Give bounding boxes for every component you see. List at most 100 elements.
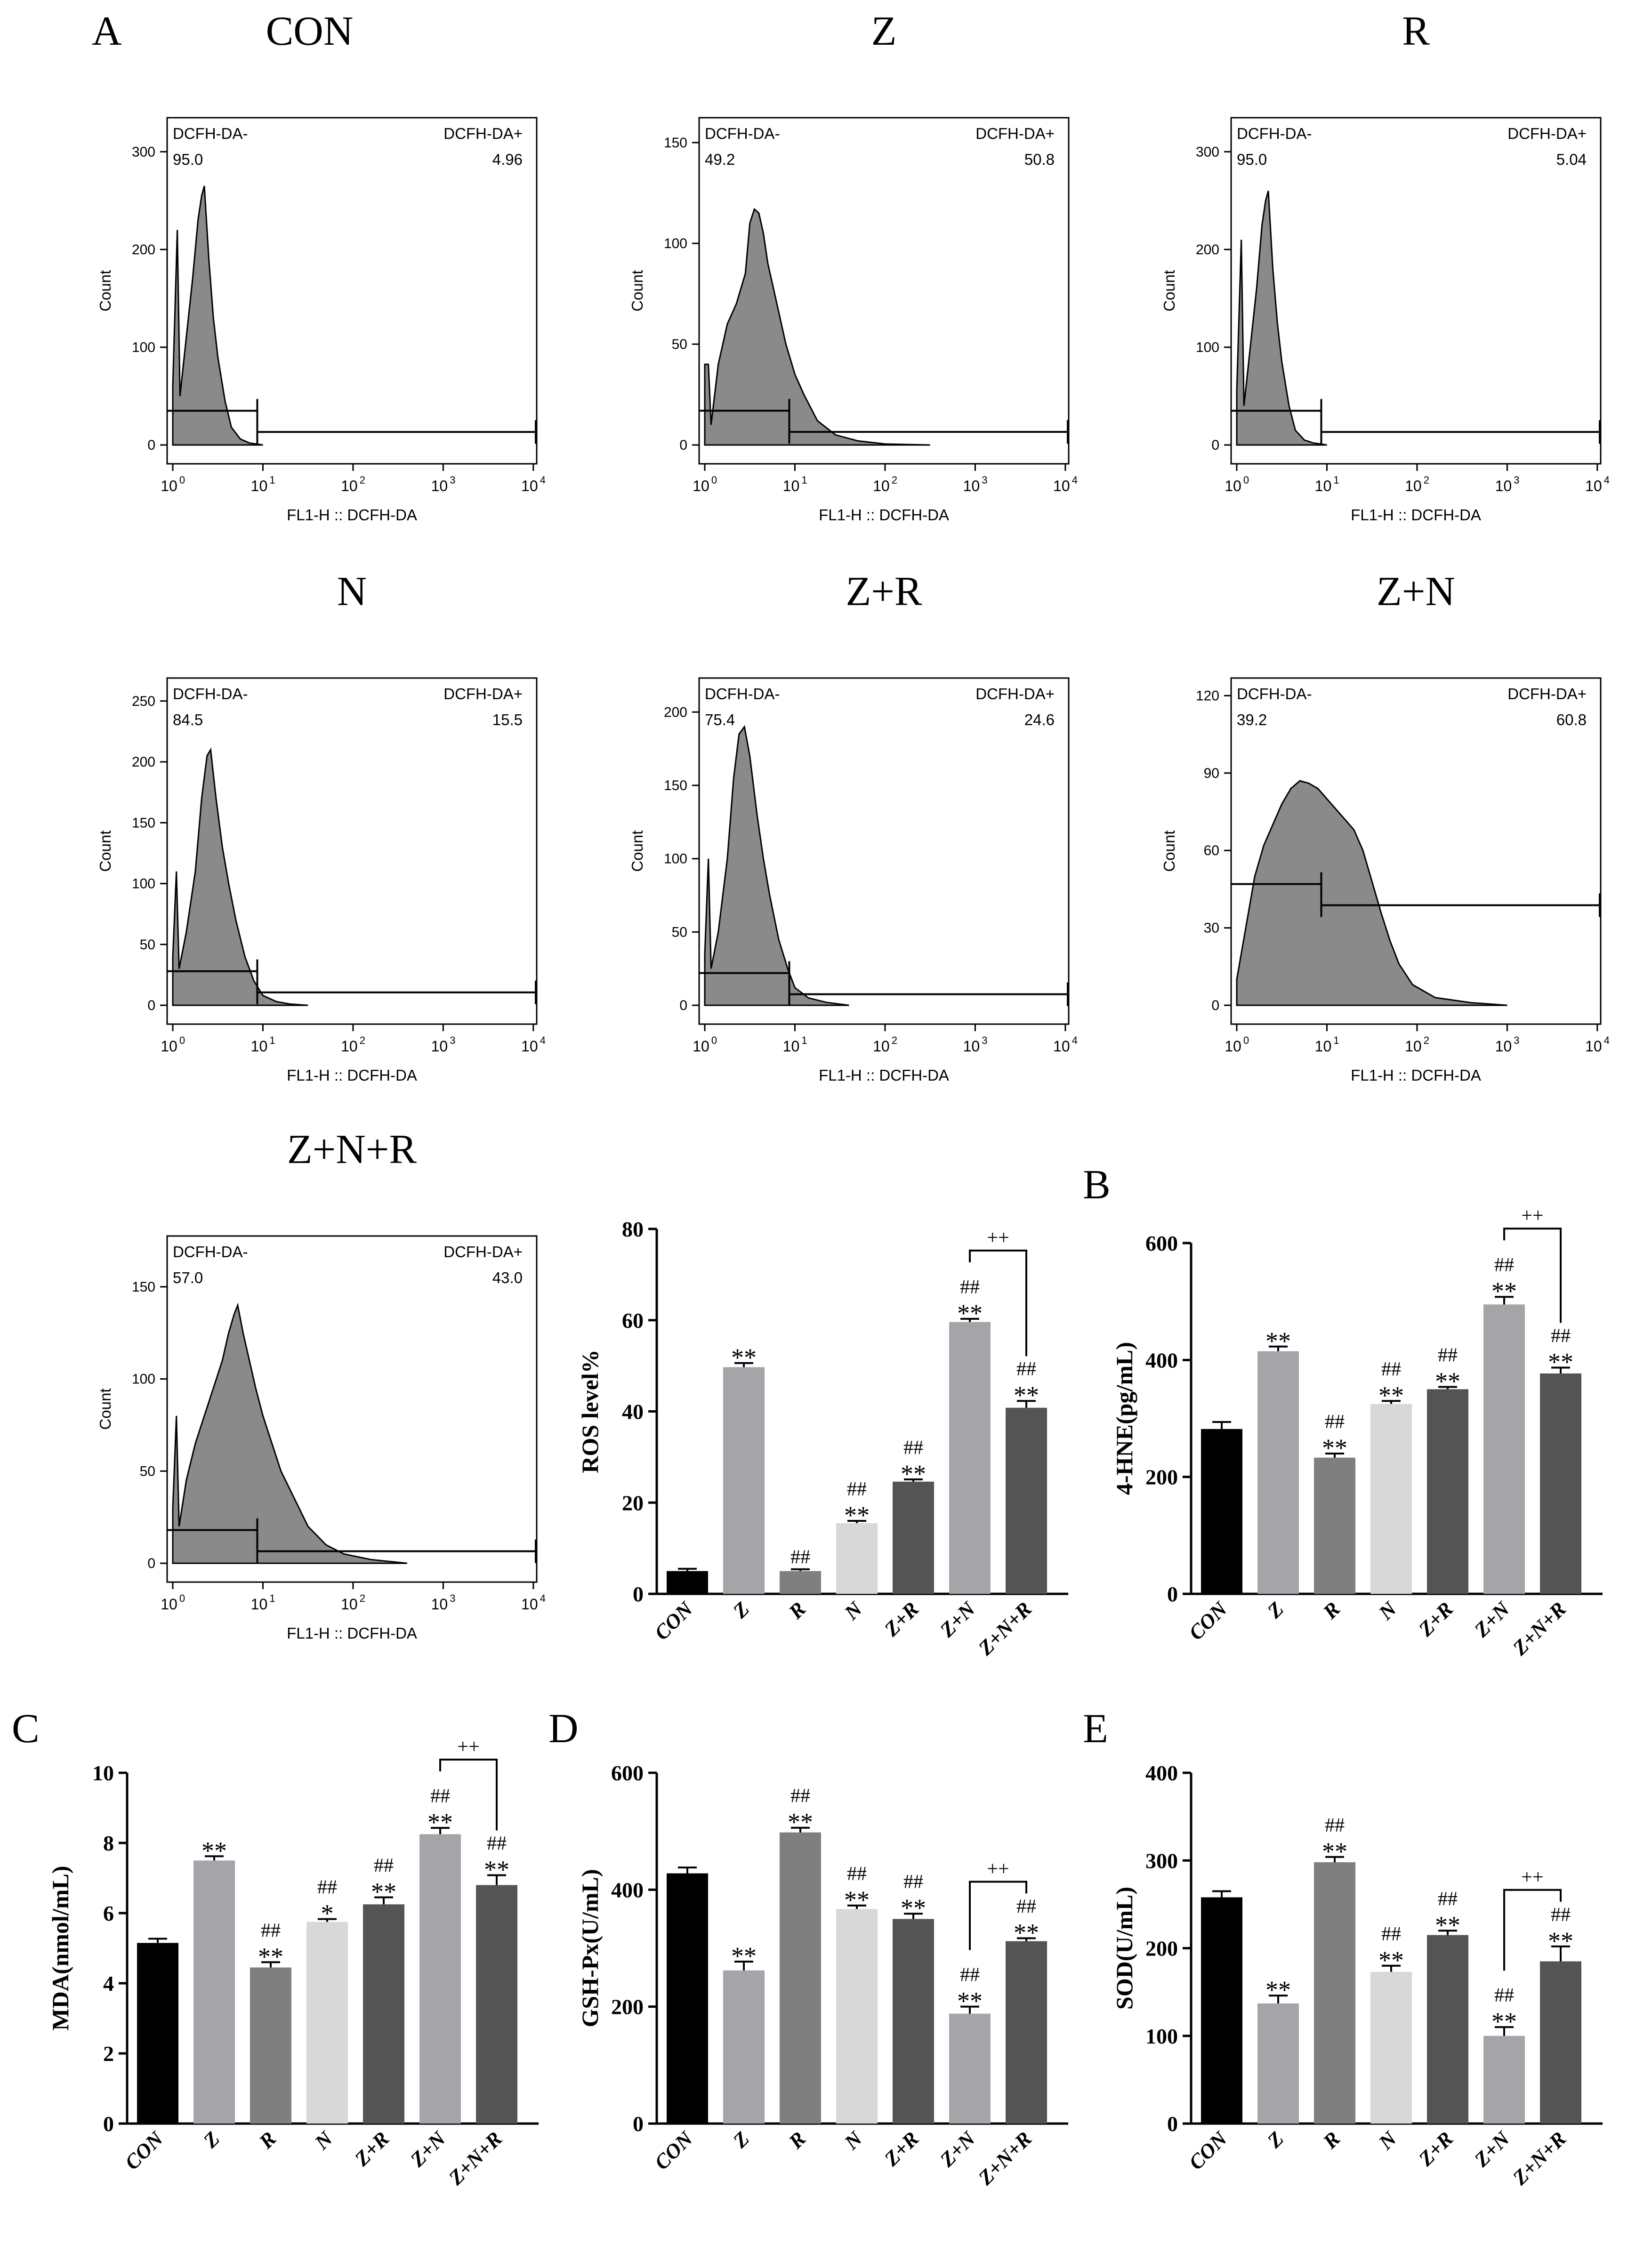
gate-positive-label: DCFH-DA+	[975, 685, 1055, 703]
gate-positive-label: DCFH-DA+	[1507, 125, 1587, 142]
significance-hash: ##	[1381, 1923, 1401, 1945]
gate-positive-value: 5.04	[1556, 151, 1587, 168]
bar-y-axis-label: 4-HNE(pg/mL)	[1111, 1342, 1137, 1495]
gate-negative-label: DCFH-DA-	[173, 685, 248, 703]
bar-y-tick-label: 60	[622, 1309, 644, 1333]
flow-x-tick-exponent: 4	[1604, 1034, 1610, 1046]
significance-star: **	[1548, 1348, 1573, 1376]
flow-x-axis-label: FL1-H :: DCFH-DA	[287, 1066, 417, 1084]
bar	[1427, 1389, 1468, 1594]
significance-hash: ##	[1016, 1358, 1036, 1380]
bar	[1483, 2036, 1525, 2124]
bar-y-tick-label: 600	[611, 1761, 644, 1785]
bar	[1006, 1941, 1047, 2124]
bar-y-tick-label: 0	[1167, 1582, 1178, 1606]
bar-y-tick-label: 400	[1145, 1761, 1178, 1785]
gate-negative-value: 95.0	[1237, 151, 1267, 168]
flow-x-tick-label: 10	[431, 477, 448, 494]
flow-y-tick-label: 0	[1211, 998, 1219, 1013]
bar-y-tick-label: 0	[633, 1582, 644, 1606]
significance-star: **	[258, 1942, 283, 1971]
flow-panel-title: R	[1402, 8, 1430, 54]
gate-negative-label: DCFH-DA-	[705, 125, 780, 142]
significance-star: **	[1435, 1911, 1460, 1939]
flow-x-tick-label: 10	[341, 477, 358, 494]
significance-star: **	[844, 1501, 870, 1529]
bar-y-tick-label: 2	[103, 2042, 114, 2066]
gate-negative-label: DCFH-DA-	[173, 1243, 248, 1260]
bar-y-tick-label: 0	[103, 2112, 114, 2136]
bar-y-tick-label: 80	[622, 1217, 644, 1241]
flow-x-tick-exponent: 0	[179, 1592, 185, 1604]
significance-star: **	[1378, 1381, 1404, 1409]
bar-y-tick-label: 40	[622, 1400, 644, 1424]
flow-x-tick-exponent: 0	[179, 1034, 185, 1046]
flow-x-tick-label: 10	[161, 1038, 177, 1055]
bar	[1257, 2003, 1299, 2124]
flow-x-tick-exponent: 1	[801, 474, 807, 486]
flow-y-tick-label: 150	[132, 1279, 155, 1295]
flow-x-tick-exponent: 2	[892, 474, 897, 486]
flow-x-tick-exponent: 2	[1424, 1034, 1429, 1046]
flow-x-tick-exponent: 1	[1333, 1034, 1339, 1046]
significance-star: **	[957, 1987, 983, 2015]
flow-x-tick-exponent: 1	[1333, 474, 1339, 486]
bar-y-tick-label: 200	[611, 1995, 644, 2019]
significance-star: **	[957, 1299, 983, 1327]
gate-positive-value: 15.5	[492, 711, 523, 728]
significance-hash: ##	[960, 1964, 980, 1986]
flow-x-axis-label: FL1-H :: DCFH-DA	[1351, 1066, 1481, 1084]
significance-star: **	[1014, 1381, 1039, 1409]
flow-y-tick-label: 0	[679, 998, 687, 1013]
flow-x-tick-exponent: 4	[1604, 474, 1610, 486]
significance-star: **	[901, 1894, 926, 1922]
flow-y-tick-label: 50	[672, 337, 687, 352]
flow-y-tick-label: 100	[664, 851, 687, 867]
bar	[1540, 1961, 1581, 2124]
significance-star: **	[484, 1856, 509, 1884]
significance-hash: ##	[487, 1833, 507, 1855]
flow-y-tick-label: 100	[132, 876, 155, 892]
significance-star: **	[1322, 1434, 1347, 1462]
gate-positive-value: 4.96	[492, 151, 523, 168]
panel-letter-d: D	[548, 1706, 579, 1752]
significance-star: **	[201, 1836, 227, 1865]
significance-star: **	[1378, 1946, 1404, 1974]
flow-y-tick-label: 50	[140, 1463, 155, 1479]
flow-x-tick-label: 10	[1315, 477, 1332, 494]
significance-star: **	[1322, 1837, 1347, 1866]
flow-x-tick-exponent: 1	[269, 1034, 275, 1046]
gate-negative-value: 57.0	[173, 1269, 203, 1286]
flow-y-tick-label: 100	[664, 236, 687, 251]
bar	[836, 1909, 878, 2124]
flow-x-tick-label: 10	[251, 1596, 268, 1613]
flow-y-tick-label: 200	[132, 754, 155, 770]
panel-letter-a: A	[92, 8, 122, 54]
flow-panel-title: Z+N+R	[287, 1127, 417, 1172]
bar	[1201, 1897, 1242, 2124]
bar	[723, 1367, 765, 1594]
panel-letter-b: B	[1083, 1162, 1111, 1208]
bar-y-tick-label: 6	[103, 1901, 114, 1925]
flow-x-axis-label: FL1-H :: DCFH-DA	[287, 506, 417, 524]
flow-y-tick-label: 50	[672, 924, 687, 940]
bar	[250, 1967, 291, 2124]
significance-bracket	[969, 1881, 1027, 1950]
flow-x-tick-label: 10	[963, 1038, 980, 1055]
panel-letter-e: E	[1083, 1706, 1108, 1752]
significance-bracket	[1503, 1228, 1562, 1323]
flow-x-tick-exponent: 3	[450, 474, 455, 486]
flow-x-tick-exponent: 0	[711, 1034, 717, 1046]
flow-y-axis-label: Count	[1160, 830, 1178, 872]
flow-frame	[698, 677, 1070, 1025]
bar-y-tick-label: 0	[633, 2112, 644, 2136]
flow-x-tick-label: 10	[161, 1596, 177, 1613]
significance-hash: ##	[847, 1478, 867, 1500]
gate-negative-value: 39.2	[1237, 711, 1267, 728]
flow-x-tick-label: 10	[873, 1038, 890, 1055]
flow-x-tick-label: 10	[1495, 477, 1512, 494]
significance-hash: ##	[903, 1871, 923, 1893]
flow-y-tick-label: 0	[147, 998, 155, 1013]
